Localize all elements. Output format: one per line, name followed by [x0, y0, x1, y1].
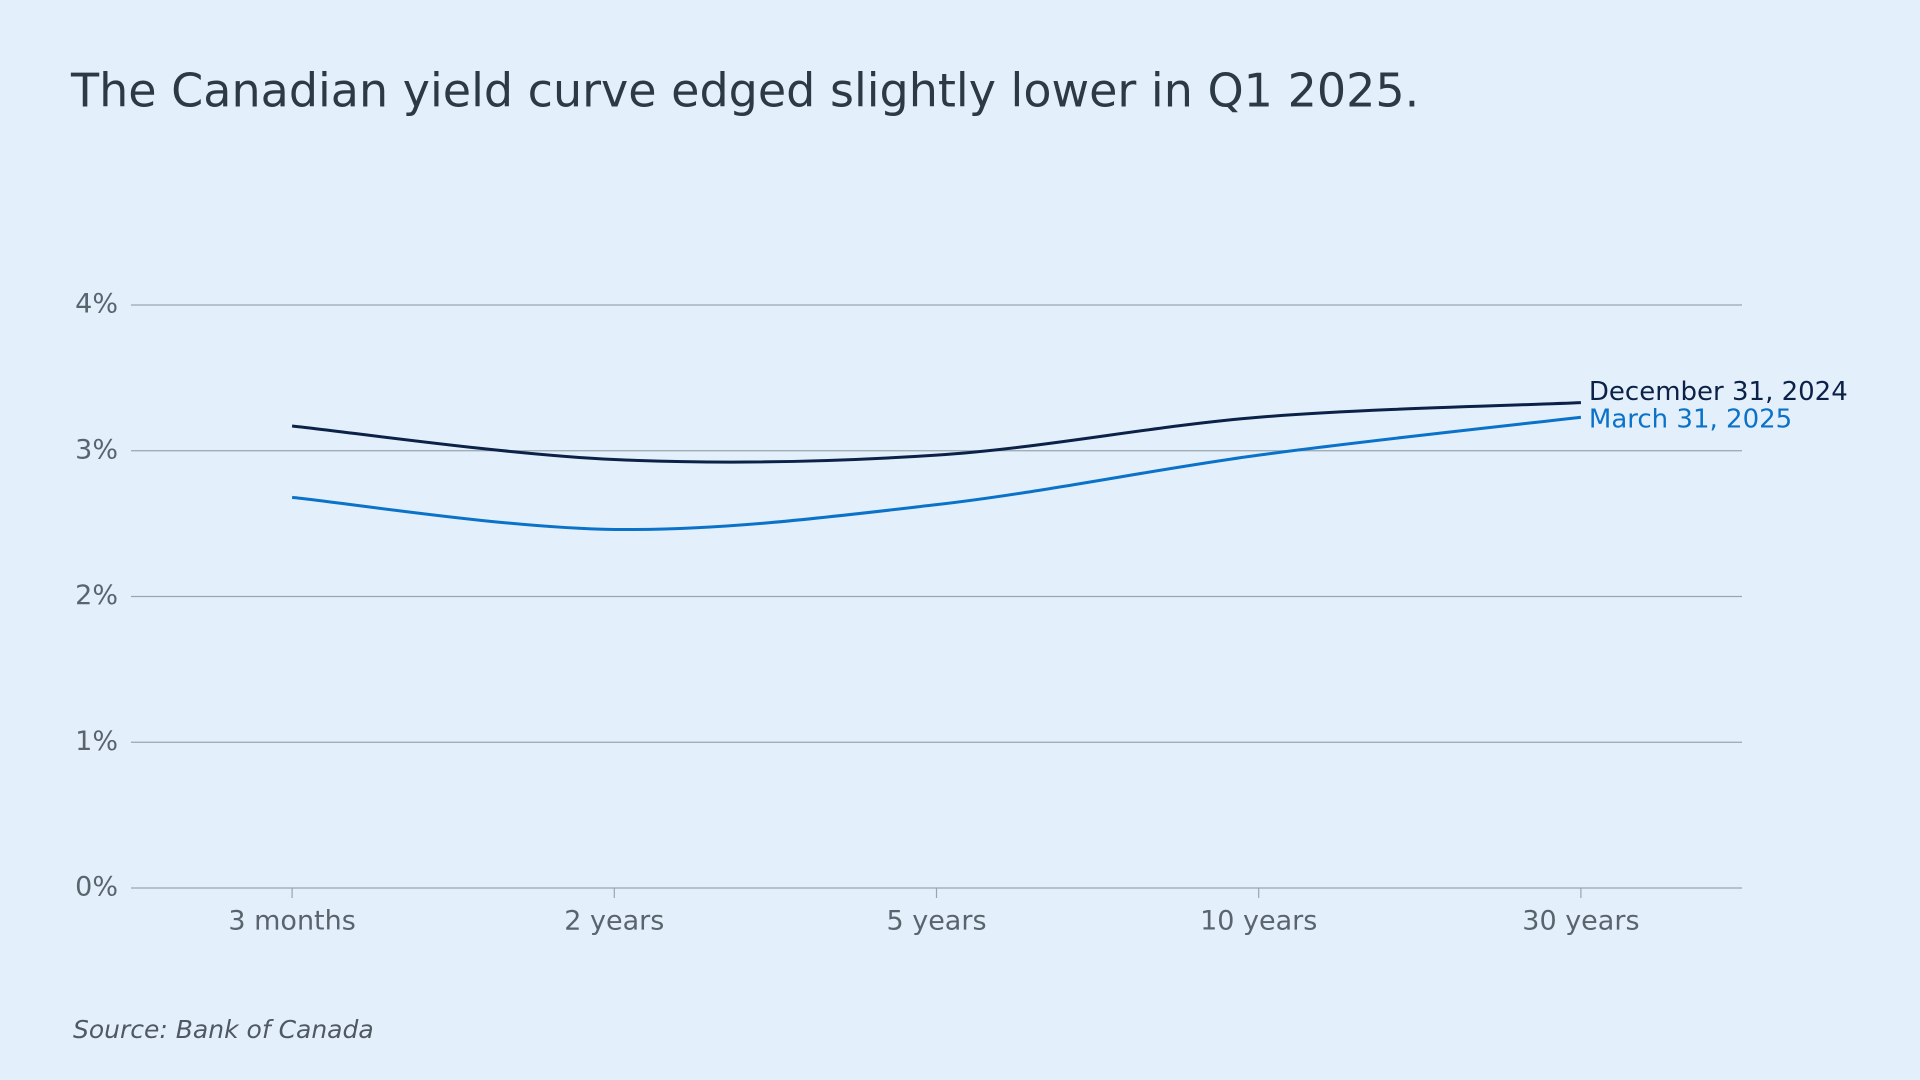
series-line	[291, 401, 1581, 464]
chart-title: The Canadian yield curve edged slightly …	[70, 64, 1419, 118]
x-tick-label: 3 months	[228, 906, 355, 937]
y-tick-label: 3%	[75, 434, 118, 465]
series-line	[291, 415, 1582, 532]
x-tick-label: 30 years	[1522, 906, 1639, 937]
series-label: March 31, 2025	[1589, 405, 1792, 435]
source-note: Source: Bank of Canada	[73, 1015, 374, 1044]
series-label: December 31, 2024	[1589, 377, 1848, 407]
y-tick-label: 1%	[75, 726, 118, 757]
y-tick-label: 4%	[75, 289, 118, 320]
x-tick-label: 5 years	[886, 906, 986, 937]
x-tick-label: 2 years	[564, 906, 664, 937]
y-tick-label: 0%	[75, 872, 118, 903]
y-tick-label: 2%	[75, 580, 118, 611]
x-tick-label: 10 years	[1200, 906, 1317, 937]
